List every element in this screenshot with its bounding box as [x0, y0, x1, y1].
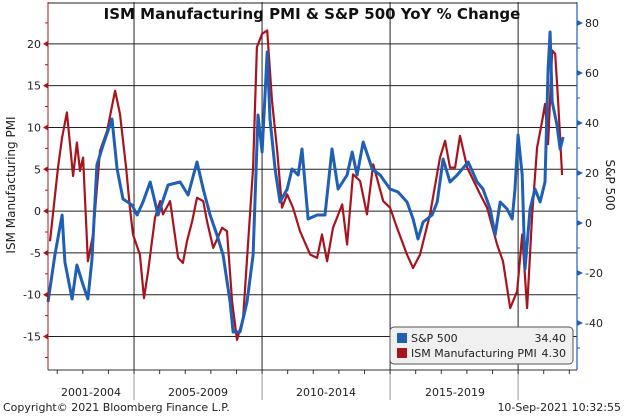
right-tick-label: 40	[585, 117, 599, 130]
left-tick-label: 10	[27, 121, 41, 134]
x-period-label: 2010-2014	[296, 386, 356, 399]
right-axis-label: S&P 500	[603, 160, 617, 211]
series-line-sp500	[46, 30, 565, 334]
right-tick-label: -40	[585, 317, 603, 330]
left-tick-label: 5	[34, 163, 41, 176]
chart-title: ISM Manufacturing PMI & S&P 500 YoY % Ch…	[104, 5, 521, 23]
left-tick-label: 0	[34, 205, 41, 218]
right-tick-marker	[577, 220, 583, 226]
right-tick-marker	[577, 270, 583, 276]
legend-value-ism: 4.30	[542, 347, 567, 360]
left-tick-marker	[43, 124, 48, 131]
right-tick-label: 60	[585, 67, 599, 80]
copyright: Copyright© 2021 Bloomberg Finance L.P.	[3, 401, 230, 414]
left-tick-marker	[43, 40, 48, 47]
left-tick-label: -10	[23, 289, 41, 302]
left-tick-label: -15	[23, 331, 41, 344]
left-tick-marker	[43, 166, 48, 173]
right-tick-marker	[577, 20, 583, 26]
left-tick-marker	[43, 333, 48, 340]
left-tick-marker	[43, 208, 48, 215]
left-tick-marker	[43, 82, 48, 89]
left-tick-label: 20	[27, 38, 41, 51]
right-tick-label: 20	[585, 167, 599, 180]
right-tick-label: 0	[585, 217, 592, 230]
legend-swatch-sp500	[397, 333, 407, 343]
legend-value-sp500: 34.40	[535, 332, 567, 345]
left-tick-label: 15	[27, 80, 41, 93]
left-tick-marker	[43, 291, 48, 298]
right-tick-label: -20	[585, 267, 603, 280]
axes: -15 -10 -5 0 5 10 15 20 -40 -20 0 20 40 60 80	[23, 2, 603, 374]
legend-label-ism: ISM Manufacturing PMI	[411, 347, 537, 360]
x-period-label: 2005-2009	[168, 386, 228, 399]
legend-label-sp500: S&P 500	[411, 332, 458, 345]
right-tick-marker	[577, 320, 583, 326]
timestamp: 10-Sep-2021 10:32:55	[497, 401, 621, 414]
x-period-label: 2001-2004	[61, 386, 121, 399]
right-tick-marker	[577, 170, 583, 176]
series-line-ism-manufacturing-pmi	[48, 29, 564, 341]
right-tick-label: 80	[585, 17, 599, 30]
legend: S&P 500 34.40 ISM Manufacturing PMI 4.30	[389, 326, 574, 365]
legend-box	[389, 326, 574, 365]
left-axis-label: ISM Manufacturing PMI	[4, 116, 18, 253]
left-tick-label: -5	[30, 247, 41, 260]
grid	[48, 2, 577, 400]
series-layer	[46, 29, 565, 341]
x-period-label: 2015-2019	[425, 386, 485, 399]
right-tick-marker	[577, 70, 583, 76]
legend-swatch-ism	[397, 348, 407, 358]
right-tick-marker	[577, 120, 583, 126]
left-tick-marker	[43, 249, 48, 256]
